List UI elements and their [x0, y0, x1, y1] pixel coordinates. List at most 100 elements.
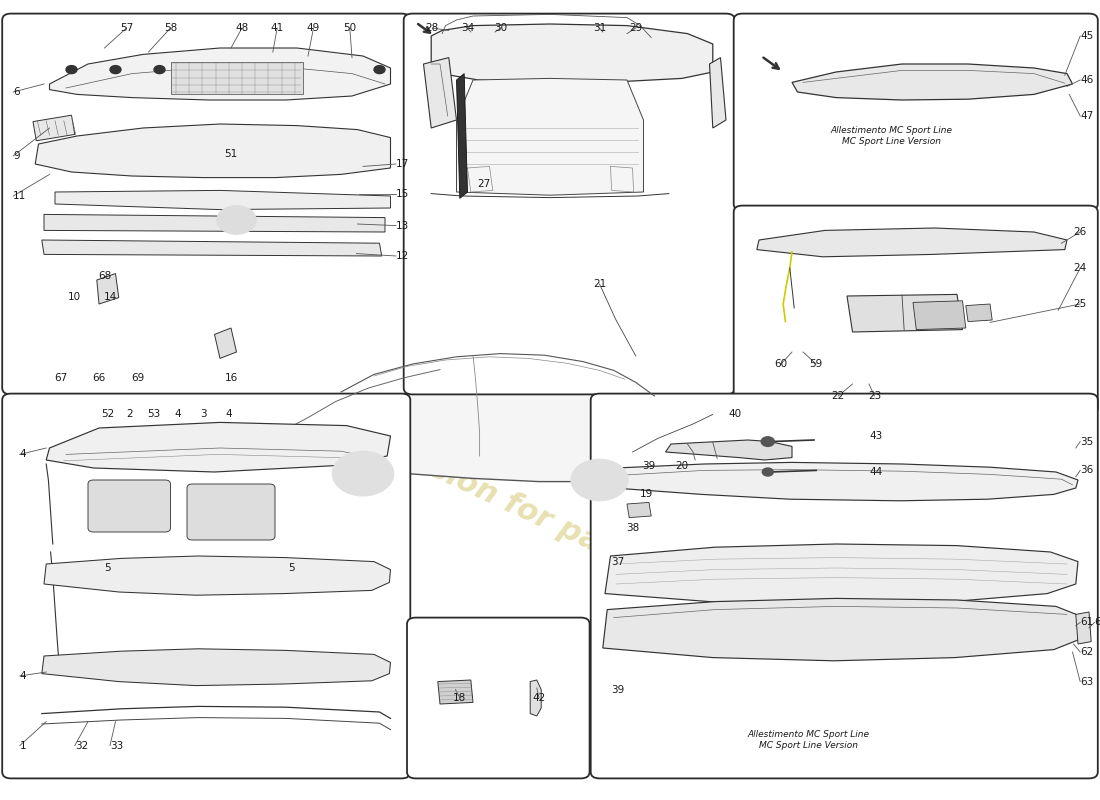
FancyBboxPatch shape	[88, 480, 170, 532]
Text: 1: 1	[20, 741, 26, 750]
FancyBboxPatch shape	[170, 62, 302, 94]
Text: 4: 4	[175, 410, 182, 419]
Text: 49: 49	[307, 23, 320, 33]
Polygon shape	[530, 680, 541, 716]
Text: 30: 30	[494, 23, 507, 33]
Text: 18: 18	[453, 693, 466, 702]
Polygon shape	[792, 64, 1072, 100]
Polygon shape	[456, 78, 644, 195]
Text: 32: 32	[75, 741, 88, 750]
Text: 64: 64	[1094, 618, 1100, 627]
Circle shape	[66, 66, 77, 74]
Text: 53: 53	[147, 410, 161, 419]
Text: 42: 42	[532, 693, 546, 702]
Circle shape	[110, 66, 121, 74]
Polygon shape	[757, 228, 1067, 257]
Text: 40: 40	[728, 410, 741, 419]
Text: 5: 5	[104, 563, 111, 573]
FancyBboxPatch shape	[734, 410, 916, 506]
Text: 35: 35	[1080, 437, 1093, 446]
FancyBboxPatch shape	[2, 14, 410, 394]
Polygon shape	[913, 301, 966, 330]
Text: 13: 13	[396, 221, 409, 230]
Polygon shape	[33, 115, 75, 141]
Circle shape	[762, 468, 773, 476]
Polygon shape	[614, 462, 1078, 501]
Text: 31: 31	[593, 23, 606, 33]
Polygon shape	[603, 598, 1080, 661]
FancyBboxPatch shape	[404, 14, 735, 394]
Text: 41: 41	[271, 23, 284, 33]
Text: 4: 4	[20, 450, 26, 459]
Text: 19: 19	[640, 490, 653, 499]
Text: 24: 24	[1074, 263, 1087, 273]
Polygon shape	[44, 214, 385, 232]
Text: 59: 59	[810, 359, 823, 369]
Text: 17: 17	[396, 159, 409, 169]
Text: 43: 43	[869, 431, 882, 441]
Text: 3: 3	[200, 410, 207, 419]
Polygon shape	[214, 328, 236, 358]
Polygon shape	[97, 274, 119, 304]
Text: 4: 4	[226, 410, 232, 419]
Text: 39: 39	[612, 685, 625, 694]
Text: 38: 38	[626, 523, 639, 533]
Text: 23: 23	[868, 391, 881, 401]
Polygon shape	[438, 680, 473, 704]
Polygon shape	[456, 74, 468, 198]
Text: 69: 69	[131, 373, 144, 382]
Text: 61: 61	[1080, 618, 1093, 627]
Text: 6: 6	[13, 87, 20, 97]
FancyBboxPatch shape	[2, 394, 410, 778]
Text: 45: 45	[1080, 31, 1093, 41]
Polygon shape	[627, 502, 651, 518]
Text: 46: 46	[1080, 75, 1093, 85]
Text: 5: 5	[288, 563, 295, 573]
Text: Allestimento MC Sport Line
MC Sport Line Version: Allestimento MC Sport Line MC Sport Line…	[748, 730, 869, 750]
Circle shape	[217, 206, 256, 234]
Text: 39: 39	[642, 461, 656, 470]
Text: 2: 2	[126, 410, 133, 419]
Polygon shape	[966, 304, 992, 322]
FancyBboxPatch shape	[591, 394, 1098, 778]
Text: parts1985: parts1985	[807, 288, 953, 352]
Text: 12: 12	[396, 251, 409, 261]
FancyBboxPatch shape	[407, 618, 590, 778]
Circle shape	[571, 459, 628, 501]
Text: 14: 14	[103, 292, 117, 302]
Text: 11: 11	[13, 191, 26, 201]
Text: 44: 44	[869, 467, 882, 477]
Text: 4: 4	[20, 671, 26, 681]
Text: 63: 63	[1080, 677, 1093, 686]
Text: 36: 36	[1080, 466, 1093, 475]
Text: 25: 25	[1074, 299, 1087, 309]
Polygon shape	[44, 556, 390, 595]
FancyBboxPatch shape	[734, 206, 1098, 414]
Polygon shape	[42, 649, 390, 686]
Polygon shape	[431, 24, 713, 82]
Text: 20: 20	[675, 461, 689, 470]
Text: 37: 37	[612, 557, 625, 566]
Polygon shape	[280, 354, 680, 482]
Polygon shape	[847, 294, 962, 332]
Text: 60: 60	[774, 359, 788, 369]
Text: 16: 16	[224, 373, 238, 382]
Circle shape	[761, 437, 774, 446]
Text: 51: 51	[224, 149, 238, 158]
Text: 29: 29	[629, 23, 642, 33]
Text: 27: 27	[477, 179, 491, 189]
Text: 68: 68	[98, 271, 111, 281]
Text: 28: 28	[426, 23, 439, 33]
Text: 15: 15	[396, 190, 409, 199]
Text: 52: 52	[101, 410, 114, 419]
Text: 26: 26	[1074, 227, 1087, 237]
Polygon shape	[42, 240, 382, 256]
Text: 34: 34	[461, 23, 474, 33]
Text: 10: 10	[68, 292, 81, 302]
Text: Allestimento MC Sport Line
MC Sport Line Version: Allestimento MC Sport Line MC Sport Line…	[830, 126, 952, 146]
Polygon shape	[605, 544, 1078, 605]
Polygon shape	[55, 190, 390, 210]
Text: 66: 66	[92, 373, 106, 382]
Polygon shape	[424, 58, 456, 128]
FancyBboxPatch shape	[187, 484, 275, 540]
